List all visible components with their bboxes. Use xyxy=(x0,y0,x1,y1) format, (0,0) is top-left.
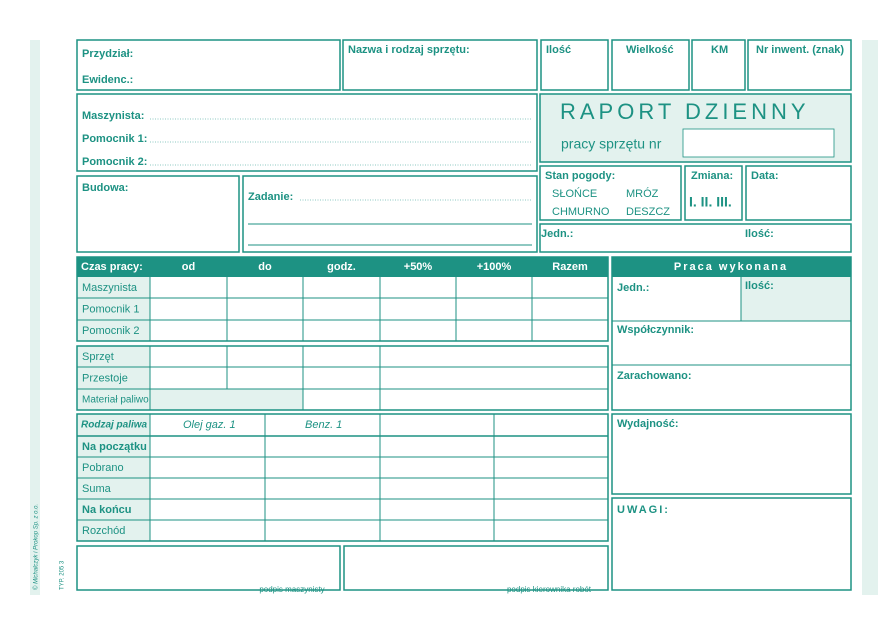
row-label: Suma xyxy=(82,483,112,495)
label: Nazwa i rodzaj sprzętu: xyxy=(348,44,470,56)
option: DESZCZ xyxy=(626,206,670,218)
label: Ilość xyxy=(546,44,571,56)
label: Jedn.: xyxy=(541,228,573,240)
label: Nr inwent. (znak) xyxy=(756,44,844,56)
row-label: Na początku xyxy=(82,441,147,453)
row-label: Przestoje xyxy=(82,372,128,384)
label: Ilość: xyxy=(745,280,774,292)
option: MRÓZ xyxy=(626,187,659,200)
shifts: I. II. III. xyxy=(689,194,732,210)
column-header: +50% xyxy=(404,261,433,273)
label: Zadanie: xyxy=(248,191,293,203)
label: Pomocnik 2: xyxy=(82,156,147,168)
signature: podpis maszynisty xyxy=(259,585,324,594)
label: Zarachowano: xyxy=(617,370,692,382)
label: Olej gaz. 1 xyxy=(183,419,236,431)
label: Data: xyxy=(751,170,779,182)
column-header: +100% xyxy=(477,261,512,273)
label: Pomocnik 1: xyxy=(82,133,147,145)
label: Budowa: xyxy=(82,182,128,194)
imprint: TYP. 205 3 xyxy=(60,560,66,590)
label: Wydajność: xyxy=(617,418,679,430)
label: Rodzaj paliwa xyxy=(81,420,148,431)
row-label: Rozchód xyxy=(82,525,125,537)
label: Przydział: xyxy=(82,48,133,60)
column-header: godz. xyxy=(327,261,356,273)
column-header: od xyxy=(182,261,195,273)
row-label: Sprzęt xyxy=(82,351,114,363)
row-label: Pomocnik 1 xyxy=(82,303,139,315)
label: Ewidenc.: xyxy=(82,74,133,86)
title: RAPORT DZIENNY xyxy=(560,99,810,124)
option: CHMURNO xyxy=(552,206,610,218)
subtitle: pracy sprzętu nr xyxy=(561,136,662,152)
label: KM xyxy=(711,44,728,56)
section-title: Praca wykonana xyxy=(674,261,788,273)
label: UWAGI: xyxy=(617,504,670,516)
label: Benz. 1 xyxy=(305,419,342,431)
label: Maszynista: xyxy=(82,110,144,122)
label: Stan pogody: xyxy=(545,170,615,182)
column-header: Razem xyxy=(552,261,588,273)
column-header: do xyxy=(258,261,272,273)
imprint: © Michalczyk i Prokop Sp. z o.o. xyxy=(33,504,40,590)
option: SŁOŃCE xyxy=(552,187,597,200)
label: Wielkość xyxy=(626,44,674,56)
row-label: Na końcu xyxy=(82,504,132,516)
row-label: Materiał paliwo xyxy=(82,395,149,406)
label: Ilość: xyxy=(745,228,774,240)
signature: podpis kierownika robót xyxy=(507,585,592,594)
row-label: Pobrano xyxy=(82,462,124,474)
row-label: Maszynista xyxy=(82,282,138,294)
row-label: Pomocnik 2 xyxy=(82,325,139,337)
label: Zmiana: xyxy=(691,170,733,182)
column-header: Czas pracy: xyxy=(81,261,143,273)
label: Jedn.: xyxy=(617,282,649,294)
label: Współczynnik: xyxy=(617,324,694,336)
